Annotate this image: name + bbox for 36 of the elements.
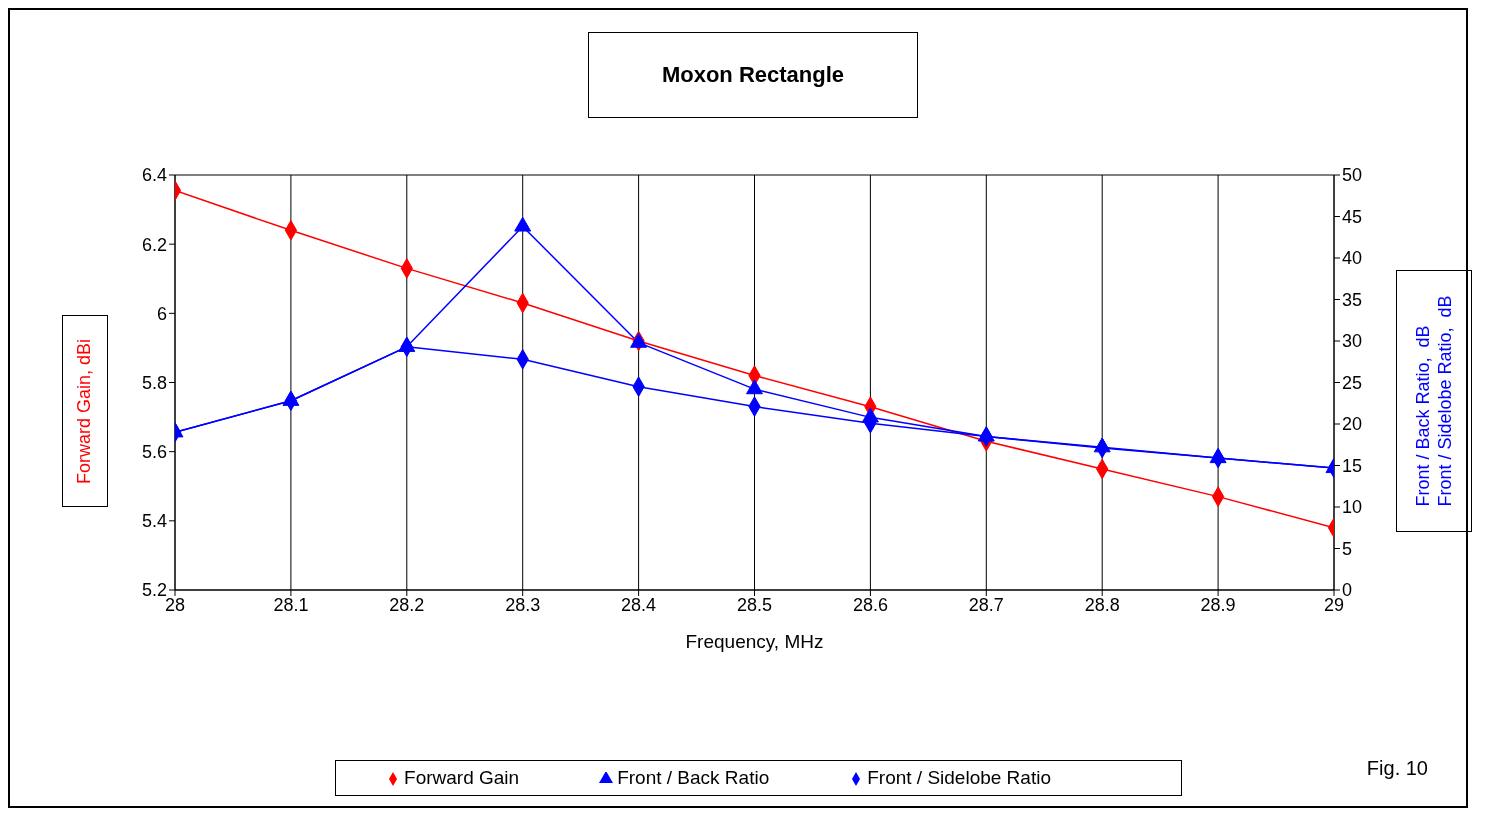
y2-tick-label: 35 bbox=[1342, 289, 1363, 310]
y2-tick-label: 20 bbox=[1342, 414, 1363, 435]
legend-label: Front / Sidelobe Ratio bbox=[867, 767, 1051, 788]
legend-label: Front / Back Ratio bbox=[617, 767, 770, 788]
y2-axis-title: Front / Back Ratio, dB Front / Sidelobe Ratio, dB bbox=[1412, 295, 1456, 507]
x-tick-label: 28.4 bbox=[621, 594, 657, 615]
y2-tick-label: 30 bbox=[1342, 331, 1363, 352]
y-tick-label: 6.4 bbox=[141, 165, 167, 186]
y-axis-title: Forward Gain, dBi bbox=[74, 338, 96, 484]
y-tick-label: 5.6 bbox=[141, 442, 167, 463]
legend-label: Forward Gain bbox=[404, 767, 520, 788]
y2-tick-label: 40 bbox=[1342, 248, 1363, 269]
x-tick-label: 28.9 bbox=[1200, 594, 1236, 615]
y2-tick-label: 0 bbox=[1342, 580, 1353, 601]
x-tick-label: 28.7 bbox=[968, 594, 1004, 615]
x-tick-label: 28.3 bbox=[505, 594, 541, 615]
y2-tick-label: 5 bbox=[1342, 538, 1353, 559]
y2-tick-label: 45 bbox=[1342, 206, 1363, 227]
x-tick-label: 28.6 bbox=[852, 594, 888, 615]
y2-tick-label: 25 bbox=[1342, 372, 1363, 393]
y-tick-label: 6.2 bbox=[141, 234, 167, 255]
y-tick-label: 6 bbox=[156, 303, 167, 324]
y-tick-label: 5.8 bbox=[141, 372, 167, 393]
y2-tick-label: 15 bbox=[1342, 455, 1363, 476]
caption: Fig. 10 bbox=[1366, 757, 1428, 780]
y2-tick-label: 10 bbox=[1342, 497, 1363, 518]
x-tick-label: 29 bbox=[1323, 594, 1345, 615]
x-tick-label: 28.2 bbox=[389, 594, 425, 615]
x-axis-title: Frequency, MHz bbox=[685, 631, 824, 652]
x-tick-label: 28.1 bbox=[273, 594, 309, 615]
y-tick-label: 5.4 bbox=[141, 511, 167, 532]
chart-title: Moxon Rectangle bbox=[588, 32, 918, 118]
y2-tick-label: 50 bbox=[1342, 165, 1363, 186]
x-tick-label: 28.5 bbox=[736, 594, 773, 615]
x-tick-label: 28.8 bbox=[1084, 594, 1120, 615]
y-tick-label: 5.2 bbox=[141, 580, 167, 601]
